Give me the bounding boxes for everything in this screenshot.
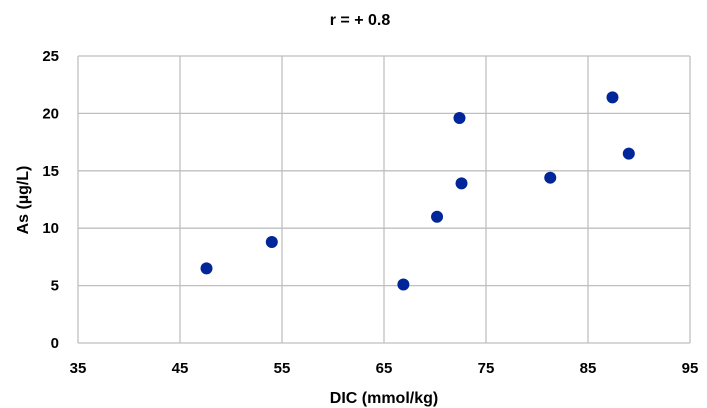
tick-labels: 35 45 55 65 75 85 95 0 5 10 15 20 25 — [42, 48, 698, 377]
data-point — [397, 278, 410, 291]
data-point — [431, 210, 444, 223]
data-point — [200, 262, 213, 275]
x-tick-label: 35 — [70, 360, 87, 377]
x-tick-label: 75 — [478, 360, 495, 377]
data-point — [265, 235, 278, 248]
x-tick-label: 45 — [172, 360, 189, 377]
x-tick-label: 85 — [580, 360, 597, 377]
y-tick-label: 10 — [42, 220, 59, 237]
grid-lines — [77, 55, 691, 344]
y-tick-label: 20 — [42, 105, 59, 122]
chart-title: r = + 0.8 — [330, 12, 391, 29]
data-point — [622, 147, 635, 160]
y-tick-label: 5 — [51, 278, 59, 295]
y-tick-label: 15 — [42, 163, 59, 180]
x-tick-label: 65 — [376, 360, 393, 377]
data-point — [453, 111, 466, 124]
data-point — [455, 177, 468, 190]
x-tick-label: 95 — [682, 360, 699, 377]
y-axis-label: As (µg/L) — [15, 166, 32, 235]
data-points — [200, 91, 635, 291]
x-tick-label: 55 — [274, 360, 291, 377]
y-tick-label: 0 — [51, 335, 59, 352]
data-point — [606, 91, 619, 104]
x-axis-label: DIC (mmol/kg) — [330, 390, 438, 407]
data-point — [544, 171, 557, 184]
y-tick-label: 25 — [42, 48, 59, 65]
